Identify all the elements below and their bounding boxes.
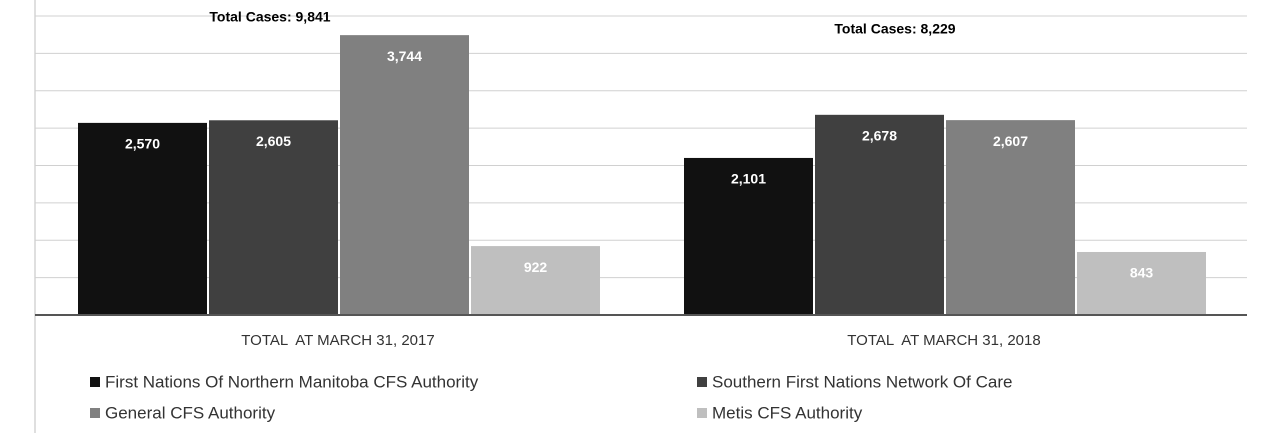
data-label: 3,744 xyxy=(387,48,422,64)
x-tick-label: TOTAL AT MARCH 31, 2018 xyxy=(847,332,1040,349)
legend-swatch xyxy=(90,377,100,387)
data-label: 922 xyxy=(524,259,548,275)
data-label: 2,570 xyxy=(125,136,160,152)
legend-swatch xyxy=(90,408,100,418)
legend-label: Southern First Nations Network Of Care xyxy=(712,372,1012,391)
bar xyxy=(684,157,813,315)
bar xyxy=(946,120,1075,316)
bar xyxy=(78,122,207,315)
data-label: 2,678 xyxy=(862,128,897,144)
legend-label: General CFS Authority xyxy=(105,403,276,422)
annotation: Total Cases: 8,229 xyxy=(834,21,955,37)
data-label: 2,101 xyxy=(731,171,766,187)
bar xyxy=(209,120,338,316)
data-label: 2,607 xyxy=(993,133,1028,149)
bar xyxy=(1077,251,1206,315)
legend-swatch xyxy=(697,408,707,418)
data-label: 2,605 xyxy=(256,133,291,149)
x-tick-label: TOTAL AT MARCH 31, 2017 xyxy=(241,332,434,349)
legend-label: First Nations Of Northern Manitoba CFS A… xyxy=(105,372,479,391)
bar xyxy=(815,114,944,315)
annotation: Total Cases: 9,841 xyxy=(209,9,330,25)
bar xyxy=(340,35,469,316)
legend-swatch xyxy=(697,377,707,387)
legend-label: Metis CFS Authority xyxy=(712,403,863,422)
bar xyxy=(471,246,600,315)
data-label: 843 xyxy=(1130,265,1154,281)
